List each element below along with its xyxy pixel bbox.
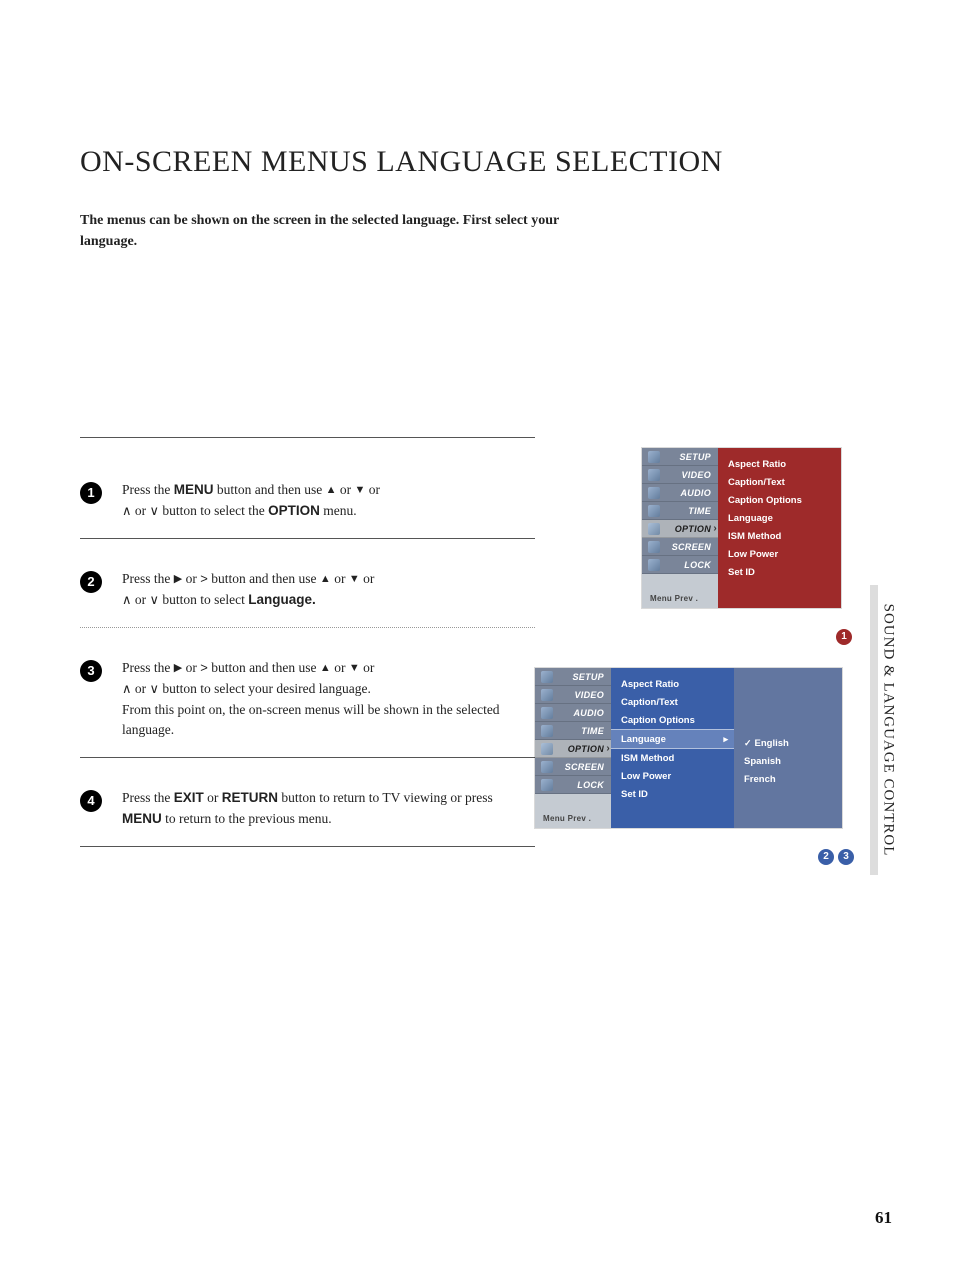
option-panel: Aspect Ratio Caption/Text Caption Option…: [611, 668, 734, 828]
screen-icon: [541, 761, 553, 773]
option-item: ISM Method: [621, 749, 724, 767]
audio-icon: [541, 707, 553, 719]
time-icon: [648, 505, 660, 517]
divider: [80, 437, 535, 438]
lang-french: French: [744, 770, 832, 788]
step-body: Press the MENU button and then use ▲ or …: [122, 480, 380, 522]
setup-icon: [541, 671, 553, 683]
menu-prev: Menu Prev .: [642, 574, 718, 608]
sidebar-item-video: VIDEO: [642, 466, 718, 484]
sidebar-item-time: TIME: [642, 502, 718, 520]
audio-icon: [648, 487, 660, 499]
option-item: Low Power: [621, 767, 724, 785]
sidebar-item-setup: SETUP: [535, 668, 611, 686]
video-icon: [541, 689, 553, 701]
sidebar-item-setup: SETUP: [642, 448, 718, 466]
sidebar-item-audio: AUDIO: [535, 704, 611, 722]
sidebar-item-option: OPTION: [642, 520, 718, 538]
step-body: Press the ▶ or > button and then use ▲ o…: [122, 569, 374, 611]
step-4: 4 Press the EXIT or RETURN button to ret…: [80, 778, 535, 847]
step-body: Press the EXIT or RETURN button to retur…: [122, 788, 535, 830]
menu-screenshot-1: SETUP VIDEO AUDIO TIME OPTION SCREEN LOC…: [642, 448, 841, 608]
lang-spanish: Spanish: [744, 752, 832, 770]
step-badge: 2: [80, 571, 102, 593]
sidebar-item-lock: LOCK: [642, 556, 718, 574]
step-3: 3 Press the ▶ or > button and then use ▲…: [80, 648, 535, 759]
setup-icon: [648, 451, 660, 463]
option-item: Low Power: [728, 545, 831, 563]
option-item: ISM Method: [728, 527, 831, 545]
option-item: Caption Options: [621, 711, 724, 729]
menu-prev: Menu Prev .: [535, 794, 611, 828]
lang-english: English: [744, 734, 832, 752]
page-title: ON-SCREEN MENUS LANGUAGE SELECTION: [80, 145, 723, 179]
screen-icon: [648, 541, 660, 553]
step-badge: 3: [80, 660, 102, 682]
section-tab-label: SOUND & LANGUAGE CONTROL: [880, 604, 897, 857]
sidebar-item-video: VIDEO: [535, 686, 611, 704]
step-body: Press the ▶ or > button and then use ▲ o…: [122, 658, 535, 742]
sidebar-item-lock: LOCK: [535, 776, 611, 794]
page-number: 61: [875, 1208, 892, 1228]
option-item: Set ID: [728, 563, 831, 581]
sidebar-item-option: OPTION: [535, 740, 611, 758]
video-icon: [648, 469, 660, 481]
step-2: 2 Press the ▶ or > button and then use ▲…: [80, 559, 535, 628]
step-badge: 1: [80, 482, 102, 504]
option-item: Caption/Text: [728, 473, 831, 491]
language-submenu: English Spanish French: [734, 668, 842, 828]
menu-sidebar: SETUP VIDEO AUDIO TIME OPTION SCREEN LOC…: [642, 448, 718, 608]
intro-text: The menus can be shown on the screen in …: [80, 210, 580, 252]
step-badge: 4: [80, 790, 102, 812]
option-item: Aspect Ratio: [621, 675, 724, 693]
time-icon: [541, 725, 553, 737]
option-icon: [541, 743, 553, 755]
sidebar-item-screen: SCREEN: [535, 758, 611, 776]
option-item: Caption/Text: [621, 693, 724, 711]
lock-icon: [541, 779, 553, 791]
lock-icon: [648, 559, 660, 571]
option-item: Language: [728, 509, 831, 527]
option-icon: [648, 523, 660, 535]
option-item: Set ID: [621, 785, 724, 803]
sidebar-item-screen: SCREEN: [642, 538, 718, 556]
sidebar-item-audio: AUDIO: [642, 484, 718, 502]
option-item-language: Language: [611, 729, 734, 749]
step-1: 1 Press the MENU button and then use ▲ o…: [80, 470, 535, 539]
steps-list: 1 Press the MENU button and then use ▲ o…: [80, 470, 535, 847]
sidebar-item-time: TIME: [535, 722, 611, 740]
option-item: Caption Options: [728, 491, 831, 509]
menu-sidebar: SETUP VIDEO AUDIO TIME OPTION SCREEN LOC…: [535, 668, 611, 828]
option-panel: Aspect Ratio Caption/Text Caption Option…: [718, 448, 841, 608]
ref-badge-3: 3: [838, 849, 854, 865]
ref-badge-1: 1: [836, 629, 852, 645]
option-item: Aspect Ratio: [728, 455, 831, 473]
menu-screenshot-2: SETUP VIDEO AUDIO TIME OPTION SCREEN LOC…: [535, 668, 842, 828]
ref-badge-2: 2: [818, 849, 834, 865]
section-tab: SOUND & LANGUAGE CONTROL: [876, 585, 898, 875]
